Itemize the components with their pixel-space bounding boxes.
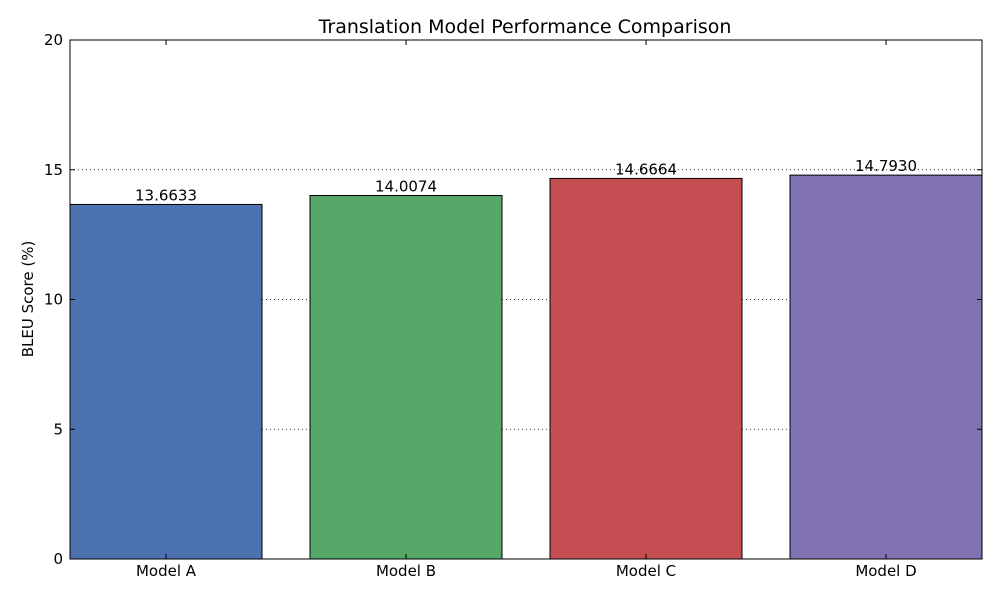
y-axis-label: BLEU Score (%)	[19, 241, 37, 358]
y-tick-label: 10	[44, 291, 63, 309]
bar-value-label: 14.6664	[615, 160, 677, 178]
bar-value-label: 14.0074	[375, 178, 437, 196]
bar	[549, 177, 743, 560]
bar	[309, 195, 503, 560]
x-tick-label: Model D	[855, 562, 916, 580]
x-tick-label: Model C	[616, 562, 676, 580]
bar	[789, 174, 983, 560]
y-tick-label: 0	[53, 550, 63, 568]
x-tick-label: Model A	[136, 562, 197, 580]
axes: 0 5 10 15 20 Model A Model B Model C Model D	[44, 31, 983, 580]
bar-value-label: 13.6633	[135, 186, 197, 204]
bar-value-labels: 13.6633 14.0074 14.6664 14.7930	[135, 157, 917, 204]
bars	[69, 174, 983, 560]
chart-title: Translation Model Performance Comparison	[318, 16, 732, 38]
bar-value-label: 14.7930	[855, 157, 917, 175]
y-tick-label: 20	[44, 31, 63, 49]
y-tick-label: 15	[44, 161, 63, 179]
y-tick-label: 5	[53, 420, 63, 438]
x-tick-label: Model B	[376, 562, 436, 580]
bar	[69, 203, 263, 560]
